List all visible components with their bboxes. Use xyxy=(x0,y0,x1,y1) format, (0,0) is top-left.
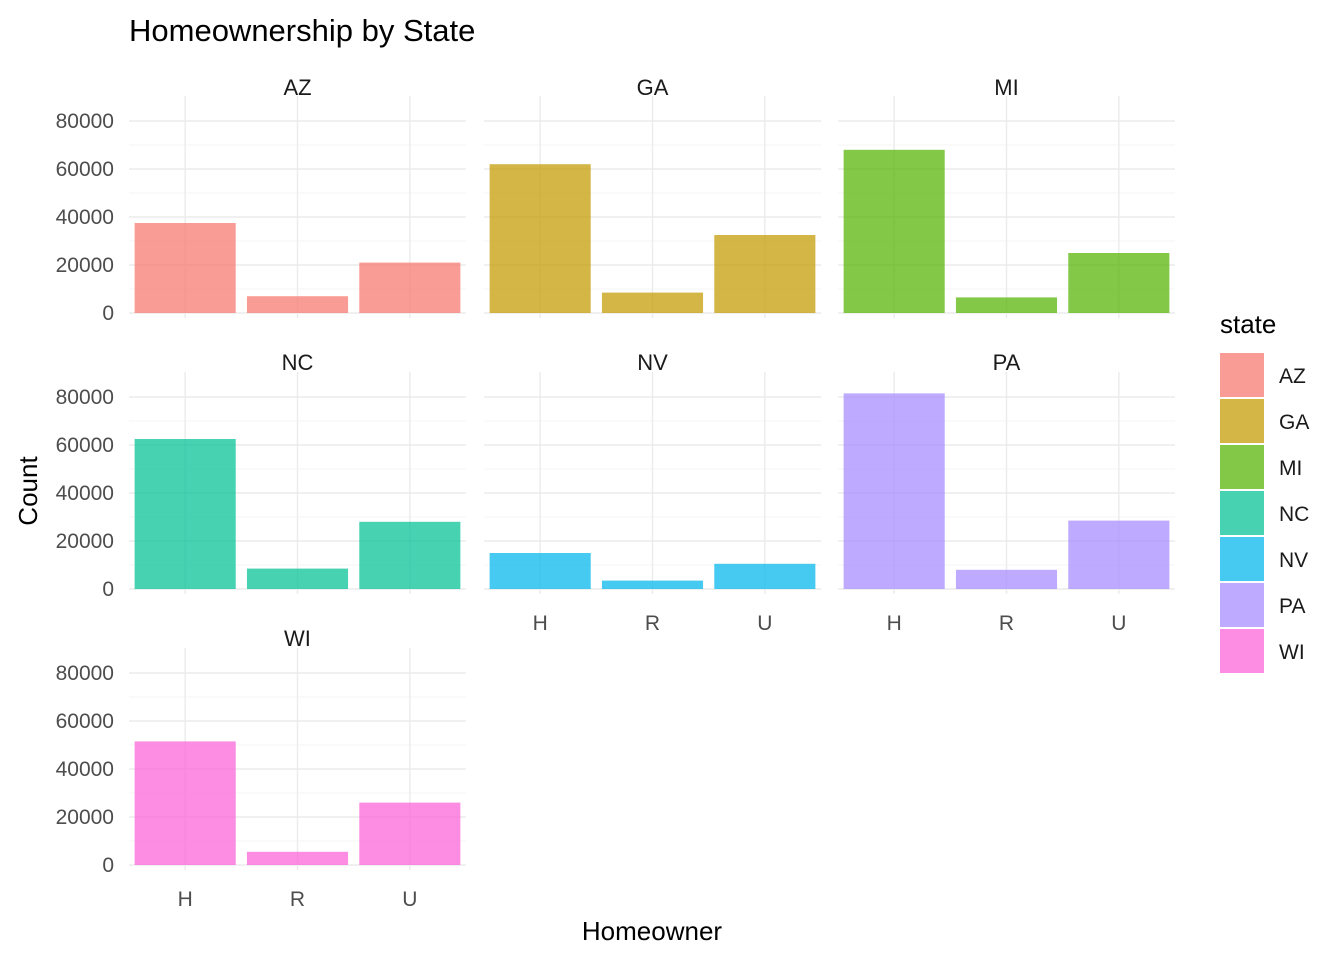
legend-key-nc xyxy=(1220,491,1264,535)
legend-label: WI xyxy=(1279,641,1305,664)
bar-ga-r xyxy=(601,292,704,313)
legend-title: state xyxy=(1220,309,1276,339)
bar-nc-h xyxy=(134,439,236,589)
facet-panels: AZ 0 20000 40000 60000 80000 GA MI NC 0 20000 40000… xyxy=(56,75,1175,911)
bar-nc-r xyxy=(246,568,349,589)
y-tick-label: 40000 xyxy=(56,758,114,781)
legend-label: AZ xyxy=(1279,365,1306,388)
y-tick-label: 60000 xyxy=(56,434,114,457)
legend-label: GA xyxy=(1279,411,1309,434)
facet-strip-label: AZ xyxy=(283,75,311,100)
legend-key-nv xyxy=(1220,537,1264,581)
y-tick-label: 20000 xyxy=(56,530,114,553)
bar-pa-h xyxy=(843,393,945,589)
facet-strip-label: NC xyxy=(282,350,314,375)
bar-nc-u xyxy=(359,521,461,589)
facet-panel-az: AZ 0 20000 40000 60000 80000 xyxy=(56,75,466,325)
facet-panel-nc: NC 0 20000 40000 60000 80000 xyxy=(56,350,466,601)
x-tick-label: U xyxy=(757,612,772,635)
bar-nv-r xyxy=(601,580,704,589)
facet-strip-label: GA xyxy=(637,75,669,100)
facet-strip-label: MI xyxy=(994,75,1018,100)
x-tick-label: H xyxy=(533,612,548,635)
facet-panel-ga: GA xyxy=(484,75,821,318)
legend-key-mi xyxy=(1220,445,1264,489)
y-tick-label: 20000 xyxy=(56,806,114,829)
legend-key-wi xyxy=(1220,629,1264,673)
bar-pa-u xyxy=(1068,520,1170,589)
y-tick-label: 60000 xyxy=(56,158,114,181)
facet-strip-label: PA xyxy=(993,350,1021,375)
legend-key-pa xyxy=(1220,583,1264,627)
y-tick-label: 80000 xyxy=(56,386,114,409)
bar-ga-h xyxy=(489,164,591,313)
legend-label: NV xyxy=(1279,549,1308,572)
bar-az-h xyxy=(134,223,236,313)
bar-az-r xyxy=(246,296,349,313)
bar-mi-r xyxy=(955,297,1058,313)
bar-nv-u xyxy=(714,563,816,589)
y-tick-label: 40000 xyxy=(56,482,114,505)
chart-title: Homeownership by State xyxy=(129,13,475,48)
bar-wi-r xyxy=(246,851,349,865)
y-axis-title: Count xyxy=(13,456,43,526)
bar-mi-u xyxy=(1068,253,1170,313)
legend-key-az xyxy=(1220,353,1264,397)
y-tick-label: 40000 xyxy=(56,206,114,229)
y-tick-label: 80000 xyxy=(56,110,114,133)
facet-strip-label: NV xyxy=(637,350,668,375)
legend-label: MI xyxy=(1279,457,1302,480)
x-tick-label: R xyxy=(290,888,305,911)
facet-panel-mi: MI xyxy=(838,75,1175,318)
x-axis-title: Homeowner xyxy=(582,916,723,946)
facet-panel-nv: NV H R U xyxy=(484,350,821,635)
x-tick-label: R xyxy=(645,612,660,635)
y-tick-label: 20000 xyxy=(56,254,114,277)
bar-wi-h xyxy=(134,741,236,865)
legend-key-ga xyxy=(1220,399,1264,443)
facet-panel-pa: PA H R U xyxy=(838,350,1175,635)
bar-nv-h xyxy=(489,553,591,589)
bar-pa-r xyxy=(955,569,1058,589)
bar-mi-h xyxy=(843,149,945,313)
bar-wi-u xyxy=(359,802,461,865)
y-tick-label: 60000 xyxy=(56,710,114,733)
y-tick-label: 0 xyxy=(102,854,114,877)
bar-ga-u xyxy=(714,235,816,313)
x-tick-label: R xyxy=(999,612,1014,635)
y-tick-label: 80000 xyxy=(56,662,114,685)
facet-strip-label: WI xyxy=(284,626,311,651)
y-tick-label: 0 xyxy=(102,578,114,601)
x-tick-label: U xyxy=(402,888,417,911)
facet-panel-wi: WI 0 20000 40000 60000 80000 H R U xyxy=(56,626,466,911)
bar-az-u xyxy=(359,262,461,313)
y-tick-label: 0 xyxy=(102,302,114,325)
x-tick-label: H xyxy=(178,888,193,911)
legend: state AZ GA MI NC NV PA WI xyxy=(1220,309,1309,673)
x-tick-label: H xyxy=(887,612,902,635)
legend-label: NC xyxy=(1279,503,1309,526)
legend-label: PA xyxy=(1279,595,1305,618)
x-tick-label: U xyxy=(1111,612,1126,635)
